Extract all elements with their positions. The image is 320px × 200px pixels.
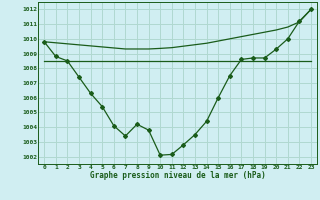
X-axis label: Graphe pression niveau de la mer (hPa): Graphe pression niveau de la mer (hPa) [90, 171, 266, 180]
